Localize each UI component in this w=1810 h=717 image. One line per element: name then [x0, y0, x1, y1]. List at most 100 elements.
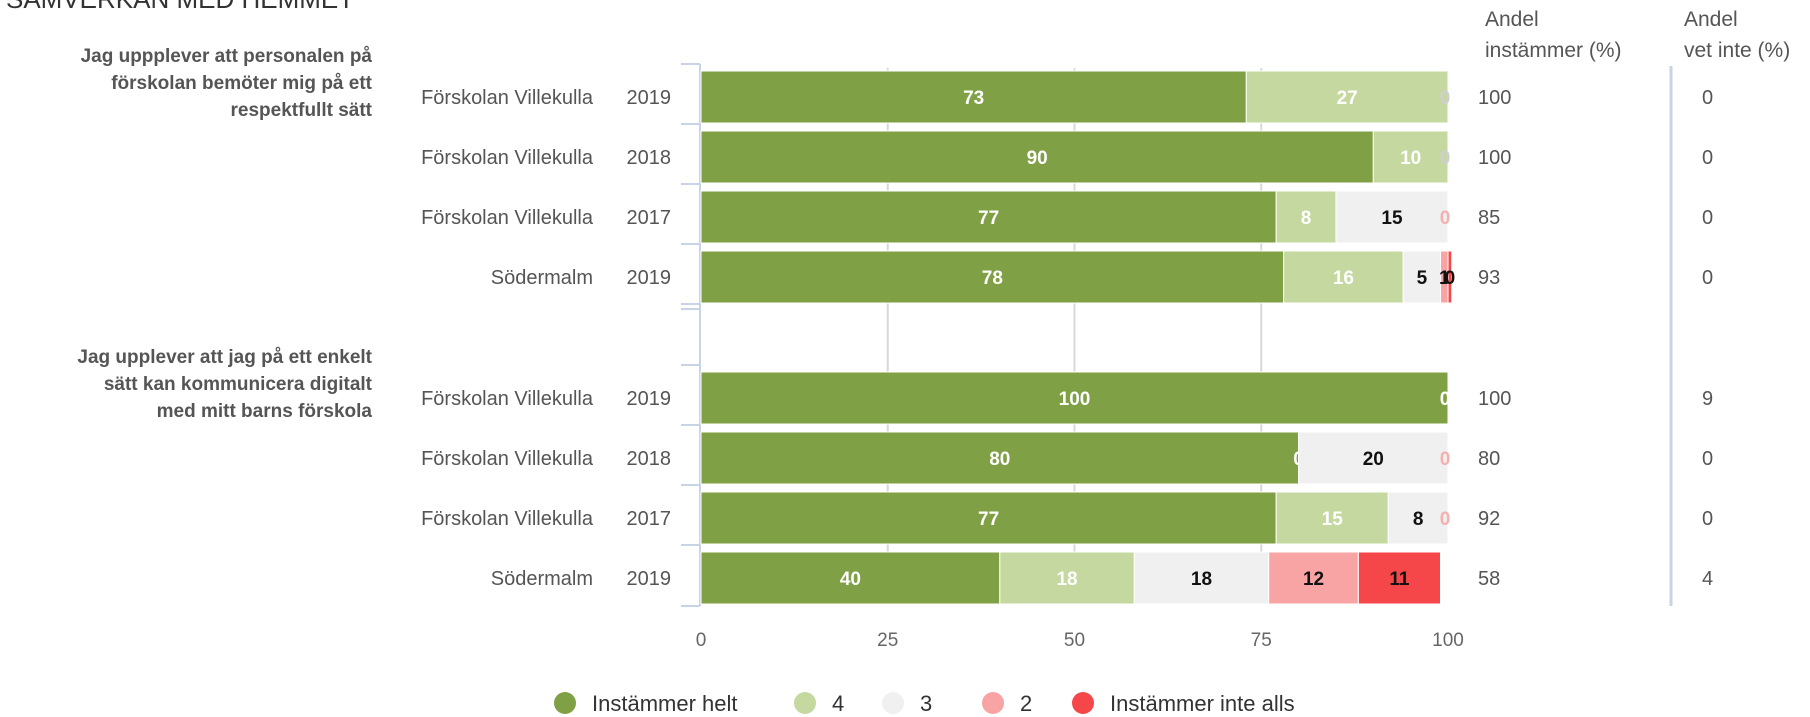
chart-title: SAMVERKAN MED HEMMET	[6, 0, 354, 14]
year-label: 2018	[627, 448, 672, 470]
data-label: 18	[1191, 569, 1212, 590]
question-label: Jag upplever att jag på ett enkelt sätt k…	[77, 347, 372, 422]
unit-label: Förskolan Villekulla	[421, 207, 594, 229]
bar-segment[interactable]	[700, 551, 1001, 605]
bar-rows: Jag uppplever att personalen på förskolan…	[77, 46, 1713, 605]
data-label: 0	[1440, 449, 1451, 470]
data-label: 27	[1337, 88, 1358, 109]
legend-item[interactable]: 4	[794, 691, 844, 716]
data-label: 0	[1440, 88, 1451, 109]
andel-vet-inte-value: 9	[1702, 388, 1713, 410]
data-label: 12	[1303, 569, 1324, 590]
andel-vet-inte-value: 0	[1702, 207, 1713, 229]
bar-row: Förskolan Villekulla 2018 90 10 0 100 0	[421, 130, 1713, 184]
data-label: 10	[1400, 148, 1421, 169]
unit-label: Södermalm	[491, 267, 593, 289]
andel-vet-inte-value: 4	[1702, 568, 1713, 590]
legend-item[interactable]: Instämmer inte alls	[1072, 691, 1295, 716]
legend-swatch	[554, 692, 576, 714]
bar-row: Södermalm 2019 40 18 18 12 11 58 4	[491, 551, 1713, 605]
bar-segment[interactable]	[1372, 130, 1449, 184]
bar-segment[interactable]	[1275, 190, 1337, 244]
legend-label: 4	[832, 691, 844, 716]
bar-row: Förskolan Villekulla2018800200800	[421, 431, 1713, 485]
legend-item[interactable]: 3	[882, 691, 932, 716]
unit-label: Förskolan Villekulla	[421, 87, 594, 109]
bar-row: Förskolan Villekulla 2017 77 8 15 0 85 0	[421, 190, 1713, 244]
data-label: 0	[1440, 509, 1451, 530]
bar-segment[interactable]	[1268, 551, 1359, 605]
legend-label: Instämmer inte alls	[1110, 691, 1295, 716]
bar-row: Södermalm 2019 78 16 5 10 93 0	[491, 250, 1713, 304]
bar-segment[interactable]	[700, 190, 1277, 244]
bar-segment[interactable]	[1245, 70, 1449, 124]
andel-instammer-value: 92	[1478, 508, 1500, 530]
column-header: Andel instämmer (%)	[1485, 8, 1622, 62]
legend-swatch	[982, 692, 1004, 714]
column-headers: Andel instämmer (%) Andel vet inte (%)	[1485, 8, 1790, 62]
bar-segment[interactable]	[999, 551, 1135, 605]
data-label: 20	[1363, 449, 1384, 470]
data-label: 5	[1417, 268, 1428, 289]
year-label: 2019	[627, 267, 672, 289]
bar-segment[interactable]	[1357, 551, 1442, 605]
andel-vet-inte-value: 0	[1702, 448, 1713, 470]
andel-vet-inte-value: 0	[1702, 508, 1713, 530]
bar-segment[interactable]	[1133, 551, 1270, 605]
bar-segment[interactable]	[1335, 190, 1449, 244]
data-label: 77	[978, 208, 999, 229]
data-label: 100	[1059, 389, 1091, 410]
data-label: 77	[978, 509, 999, 530]
category-axis	[681, 63, 1673, 607]
legend-item[interactable]: 2	[982, 691, 1032, 716]
legend-item[interactable]: Instämmer helt	[554, 691, 738, 716]
year-label: 2018	[627, 147, 672, 169]
x-tick-label: 50	[1064, 630, 1085, 651]
bar-segment[interactable]	[700, 250, 1285, 304]
bar-segment[interactable]	[700, 431, 1300, 485]
data-label: 1	[1439, 268, 1450, 289]
data-label: 16	[1333, 268, 1354, 289]
andel-instammer-value: 85	[1478, 207, 1500, 229]
bar-segment[interactable]	[1447, 250, 1453, 304]
bar-segment[interactable]	[1387, 491, 1449, 545]
unit-label: Förskolan Villekulla	[421, 388, 594, 410]
x-tick-label: 75	[1251, 630, 1272, 651]
year-label: 2017	[627, 508, 672, 530]
data-label: 0	[1440, 148, 1451, 169]
bar-segment[interactable]	[700, 130, 1374, 184]
data-label: 18	[1056, 569, 1077, 590]
legend-swatch	[882, 692, 904, 714]
x-axis-ticks: 0 25 50 75 100	[696, 630, 1464, 651]
data-label: 40	[840, 569, 861, 590]
x-tick-label: 25	[877, 630, 898, 651]
question-label: Jag uppplever att personalen på förskolan…	[81, 46, 373, 121]
legend-label: 2	[1020, 691, 1032, 716]
unit-label: Förskolan Villekulla	[421, 508, 594, 530]
bar-segment[interactable]	[700, 70, 1247, 124]
bar-segment[interactable]	[1298, 431, 1449, 485]
x-tick-label: 100	[1432, 630, 1464, 651]
legend-label: 3	[920, 691, 932, 716]
unit-label: Förskolan Villekulla	[421, 147, 594, 169]
legend[interactable]: Instämmer helt 4 3 2 Instämmer inte alls	[554, 691, 1295, 716]
data-label: 0	[1445, 268, 1456, 289]
bar-segment[interactable]	[1402, 250, 1442, 304]
year-label: 2019	[627, 87, 672, 109]
bar-row: Förskolan Villekulla 2019 73 27 0 100 0	[421, 70, 1713, 124]
bar-segment[interactable]	[1283, 250, 1404, 304]
legend-swatch	[794, 692, 816, 714]
andel-instammer-value: 100	[1478, 147, 1511, 169]
data-label: 11	[1389, 569, 1410, 590]
data-label: 15	[1322, 509, 1344, 530]
data-label: 73	[963, 88, 984, 109]
data-label: 15	[1381, 208, 1403, 229]
bar-segment[interactable]	[700, 371, 1449, 425]
data-label: 78	[982, 268, 1003, 289]
andel-instammer-value: 100	[1478, 388, 1511, 410]
data-label: 0	[1440, 389, 1451, 410]
andel-instammer-value: 58	[1478, 568, 1500, 590]
bar-segment[interactable]	[700, 491, 1277, 545]
andel-instammer-value: 100	[1478, 87, 1511, 109]
andel-instammer-value: 93	[1478, 267, 1500, 289]
